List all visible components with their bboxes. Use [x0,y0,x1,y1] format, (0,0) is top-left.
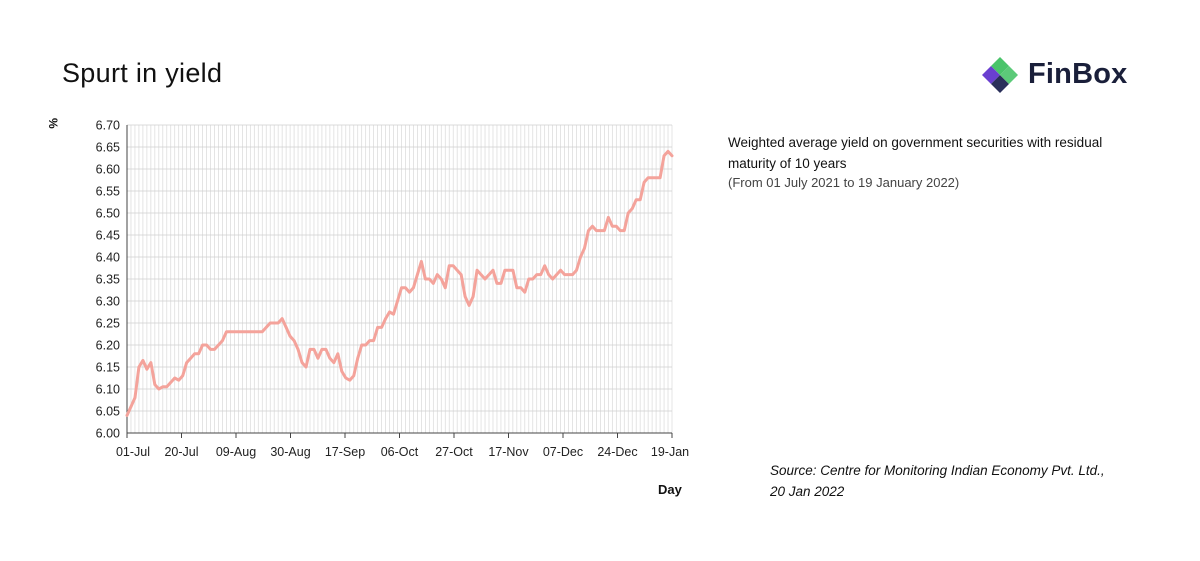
y-tick-label: 6.40 [96,251,120,265]
y-tick-label: 6.55 [96,185,120,199]
chart-title: Spurt in yield [62,58,223,88]
y-tick-label: 6.00 [96,427,120,441]
y-tick-label: 6.60 [96,163,120,177]
source-note: Source: Centre for Monitoring Indian Eco… [770,463,1105,499]
logo-text: FinBox [1028,57,1128,90]
x-tick-label: 30-Aug [270,445,310,459]
y-axis-unit: % [46,118,60,129]
x-tick-label: 17-Nov [488,445,529,459]
x-tick-label: 24-Dec [597,445,637,459]
finbox-logo-icon [982,57,1018,93]
x-tick-label: 20-Jul [164,445,198,459]
x-tick-label: 19-Jan [651,445,689,459]
x-axis-title: Day [658,482,682,497]
y-tick-label: 6.15 [96,361,120,375]
y-tick-label: 6.10 [96,383,120,397]
x-tick-label: 01-Jul [116,445,150,459]
series-line-yield [125,149,674,417]
y-tick-label: 6.50 [96,207,120,221]
y-tick-label: 6.25 [96,317,120,331]
x-tick-label: 07-Dec [543,445,583,459]
x-tick-label: 06-Oct [381,445,419,459]
y-tick-label: 6.05 [96,405,120,419]
y-tick-label: 6.20 [96,339,120,353]
plot-area [127,125,672,433]
y-tick-label: 6.35 [96,273,120,287]
x-tick-label: 17-Sep [325,445,365,459]
y-tick-label: 6.30 [96,295,120,309]
y-tick-label: 6.65 [96,141,120,155]
y-tick-label: 6.70 [96,119,120,133]
x-tick-label: 09-Aug [216,445,256,459]
finbox-logo: FinBox [980,54,1127,94]
x-tick-label: 27-Oct [435,445,473,459]
chart-date-range: (From 01 July 2021 to 19 January 2022) [728,175,960,190]
chart-description: Weighted average yield on government sec… [728,135,1103,171]
y-tick-label: 6.45 [96,229,120,243]
